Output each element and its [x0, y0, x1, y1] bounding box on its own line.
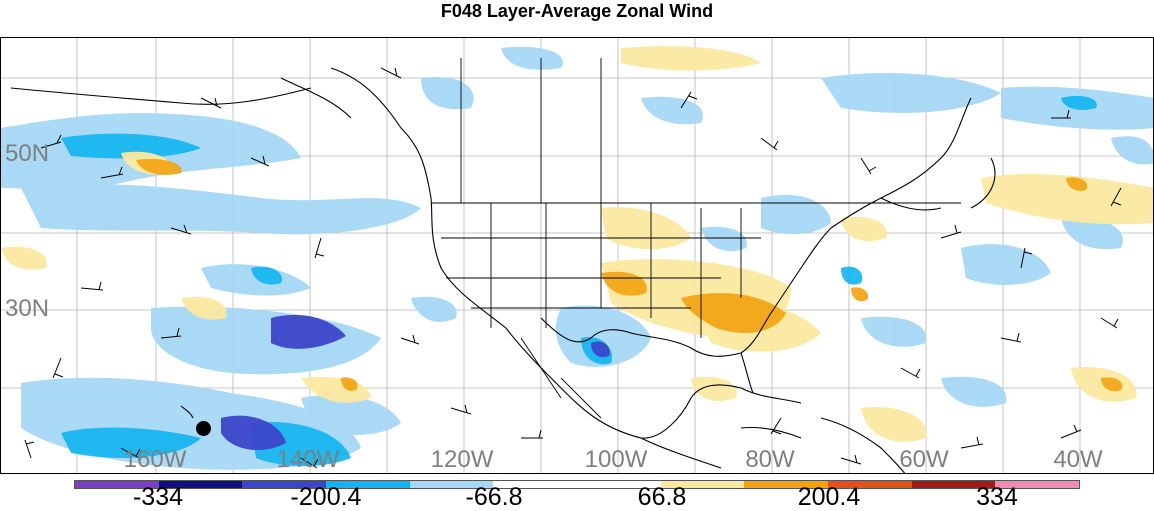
colorbar-segment: [158, 481, 243, 488]
state-borders: [431, 58, 961, 419]
longitude-label-40w: 40W: [1053, 446, 1103, 473]
core-negative-shading: [221, 314, 610, 451]
longitude-label-140w: 140W: [276, 446, 340, 473]
wind-map: [1, 38, 1153, 473]
colorbar-segment: [744, 481, 829, 488]
longitude-label-160w: 160W: [123, 446, 187, 473]
colorbar-segment: [242, 481, 327, 488]
latitude-label-50n: 50N: [5, 140, 50, 167]
wind-barbs: [24, 67, 1122, 469]
chart-title: F048 Layer-Average Zonal Wind: [440, 1, 714, 21]
longitude-label-120w: 120W: [430, 446, 494, 473]
location-marker: [196, 421, 211, 436]
colorbar-label: 200.4: [797, 483, 861, 511]
longitude-label-60w: 60W: [899, 446, 949, 473]
colorbar-label: -200.4: [290, 483, 362, 511]
colorbar-label: -66.8: [465, 483, 523, 511]
color-scale-bar: [74, 480, 1080, 489]
colorbar-label: 334: [976, 483, 1018, 511]
colorbar-segment: [326, 481, 410, 488]
colorbar-label: -334: [132, 483, 184, 511]
colorbar-segment: [995, 481, 1080, 488]
colorbar-segment: [828, 481, 912, 488]
latitude-label-30n: 30N: [5, 295, 50, 322]
colorbar-segment: [75, 481, 159, 488]
colorbar-segment: [493, 481, 578, 488]
colorbar-segment: [660, 481, 745, 488]
colorbar-segment: [409, 481, 494, 488]
colorbar-segment: [911, 481, 996, 488]
longitude-label-100w: 100W: [584, 446, 648, 473]
map-panel: 50N 30N: [0, 37, 1154, 474]
coastlines: [10, 67, 996, 473]
colorbar-label: 66.8: [637, 483, 687, 511]
colorbar-segment: [577, 481, 661, 488]
negative-wind-shading: [1, 46, 1153, 470]
longitude-label-80w: 80W: [745, 446, 795, 473]
